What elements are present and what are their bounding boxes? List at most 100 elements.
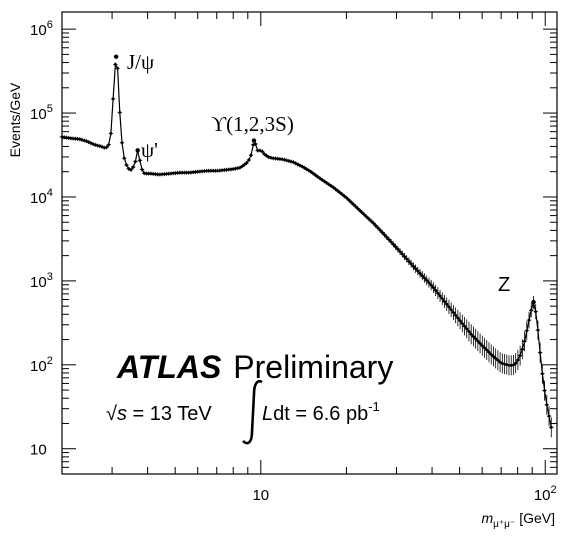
data-point bbox=[345, 196, 349, 200]
x-axis-title-unit: [GeV] bbox=[519, 510, 555, 526]
data-point bbox=[105, 146, 108, 149]
x-tick-labels: 10 102 bbox=[252, 484, 556, 504]
data-point bbox=[394, 245, 397, 249]
data-point bbox=[545, 403, 549, 407]
data-point bbox=[113, 63, 117, 66]
data-point bbox=[338, 191, 342, 195]
data-point bbox=[380, 231, 384, 234]
data-point bbox=[354, 205, 357, 208]
data-point bbox=[507, 363, 511, 367]
x-tick-label-base: 10 bbox=[534, 487, 551, 504]
data-point bbox=[122, 156, 126, 160]
data-point bbox=[476, 339, 480, 343]
data-point bbox=[516, 358, 520, 362]
data-point bbox=[452, 311, 455, 314]
data-point bbox=[474, 337, 478, 341]
data-point bbox=[247, 158, 251, 162]
data-point bbox=[305, 167, 309, 171]
data-point bbox=[156, 172, 160, 176]
data-point bbox=[133, 160, 137, 163]
y-tick-label-exponent: 6 bbox=[47, 19, 53, 31]
data-point bbox=[440, 297, 444, 301]
annotation-upsilon: ϒ(1,2,3S) bbox=[211, 112, 294, 136]
y-tick-label-exponent: 2 bbox=[47, 355, 53, 367]
data-point bbox=[478, 341, 482, 345]
data-point bbox=[356, 207, 360, 210]
data-point bbox=[323, 179, 326, 183]
data-point bbox=[363, 213, 366, 217]
data-point bbox=[387, 238, 391, 241]
data-point bbox=[191, 170, 195, 174]
data-point bbox=[125, 163, 128, 167]
data-point bbox=[512, 363, 515, 367]
data-point bbox=[514, 361, 518, 365]
data-point bbox=[222, 168, 226, 172]
data-point bbox=[300, 165, 304, 168]
data-point bbox=[347, 198, 351, 202]
data-point bbox=[256, 149, 260, 152]
data-point bbox=[480, 344, 484, 348]
data-point bbox=[329, 184, 333, 188]
data-point bbox=[331, 185, 335, 189]
data-point bbox=[489, 353, 493, 356]
data-point bbox=[154, 172, 157, 176]
data-point bbox=[396, 247, 400, 251]
data-point bbox=[523, 339, 526, 343]
data-series bbox=[59, 54, 554, 438]
data-point bbox=[418, 271, 422, 275]
data-point bbox=[194, 170, 197, 174]
data-point bbox=[238, 166, 242, 169]
data-point bbox=[169, 172, 173, 175]
y-tick-label: 103 bbox=[30, 271, 53, 291]
data-point bbox=[411, 264, 415, 268]
lumi-sup: -1 bbox=[368, 399, 380, 414]
energy-text: = 13 TeV bbox=[127, 403, 212, 425]
data-point bbox=[69, 136, 73, 140]
axis-ticks bbox=[61, 12, 557, 475]
data-point bbox=[483, 346, 486, 350]
data-point bbox=[371, 221, 375, 225]
lumi-var: L bbox=[262, 403, 273, 425]
data-point bbox=[420, 274, 424, 278]
data-point bbox=[138, 158, 142, 162]
y-tick-label-exponent: 4 bbox=[47, 187, 53, 199]
data-point bbox=[131, 165, 135, 169]
data-point bbox=[116, 66, 119, 70]
data-point bbox=[73, 137, 77, 141]
data-point bbox=[174, 171, 177, 175]
data-point bbox=[367, 217, 371, 221]
data-point bbox=[385, 235, 389, 239]
data-point bbox=[340, 192, 344, 196]
data-point bbox=[334, 187, 337, 191]
data-point bbox=[271, 156, 275, 160]
data-point bbox=[176, 171, 180, 175]
data-point bbox=[425, 278, 429, 282]
data-point bbox=[360, 211, 364, 215]
data-point bbox=[274, 157, 277, 160]
data-point bbox=[303, 166, 306, 170]
data-point bbox=[249, 153, 253, 157]
data-point bbox=[196, 170, 200, 174]
data-point bbox=[538, 351, 542, 355]
annotation-psi-prime: ψ' bbox=[141, 138, 158, 162]
data-point bbox=[487, 350, 491, 354]
data-point bbox=[200, 169, 204, 173]
x-axis-title-subscript: μ⁺μ⁻ bbox=[493, 519, 515, 530]
data-point bbox=[398, 250, 402, 253]
data-point bbox=[325, 181, 329, 185]
data-point bbox=[469, 332, 473, 336]
data-point bbox=[534, 310, 538, 314]
data-point bbox=[536, 328, 540, 332]
data-point bbox=[436, 291, 440, 295]
data-point bbox=[365, 215, 369, 219]
data-point bbox=[414, 267, 417, 271]
data-point bbox=[207, 169, 211, 173]
data-point bbox=[165, 172, 168, 176]
data-point bbox=[416, 269, 420, 273]
lumi-text: dt = 6.6 pb bbox=[273, 403, 368, 425]
y-tick-label: 104 bbox=[30, 187, 53, 207]
y-tick-label-base: 10 bbox=[30, 190, 47, 207]
data-point bbox=[520, 347, 524, 351]
data-point bbox=[543, 389, 546, 392]
